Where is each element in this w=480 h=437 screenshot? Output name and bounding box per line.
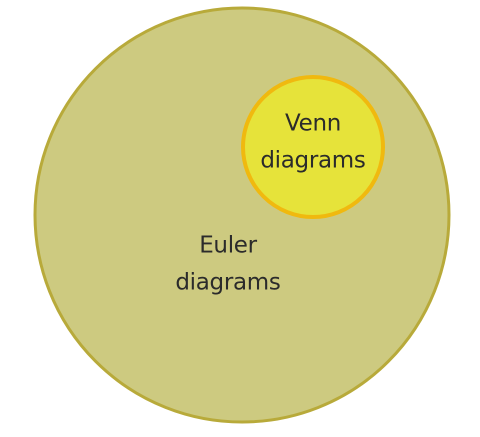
venn-label-line1: Venn [285, 111, 341, 137]
euler-label-line1: Euler [199, 233, 257, 259]
venn-diagrams-circle [241, 75, 385, 219]
euler-label-line2: diagrams [175, 270, 280, 296]
venn-label-line2: diagrams [260, 148, 365, 174]
euler-diagrams-circle [33, 6, 451, 424]
